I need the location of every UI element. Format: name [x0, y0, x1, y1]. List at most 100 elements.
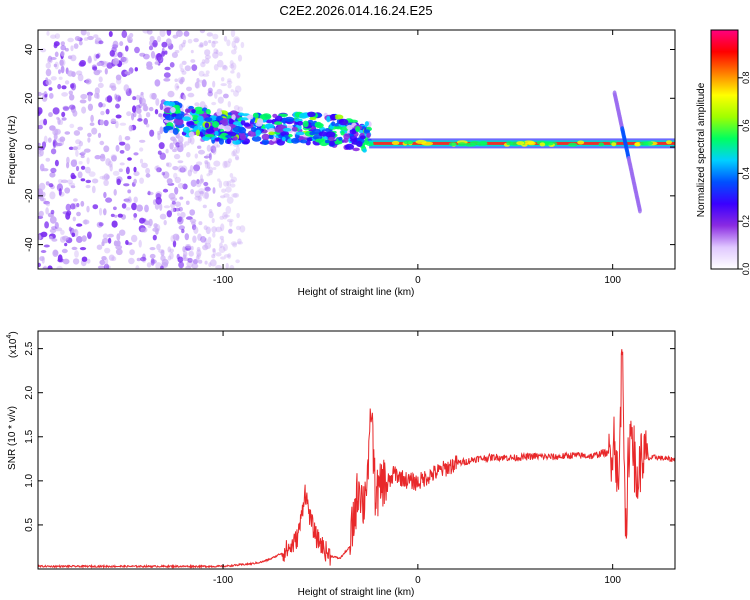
spectrogram-noise-blob — [225, 262, 229, 269]
spectrogram-noise-blob — [38, 142, 41, 147]
spectrogram-noise-blob — [70, 203, 76, 210]
spectrogram-noise-blob — [188, 250, 194, 257]
spectrogram-noise-blob — [156, 35, 162, 43]
spectrogram-noise-blob — [105, 174, 111, 180]
spectrogram-noise-blob — [179, 196, 184, 200]
spectrogram-noise-blob — [159, 152, 166, 160]
spectrogram-noise-blob — [237, 54, 243, 62]
spectrogram-trail-blob — [349, 139, 358, 143]
spectrogram-trail-blob — [265, 119, 274, 124]
spectrogram-noise-blob — [155, 262, 162, 269]
spectrogram-band-knot — [598, 142, 604, 147]
spectrogram-noise-blob — [56, 183, 64, 192]
spectrogram-band-knot — [666, 140, 672, 145]
spectrogram-trail-blob — [362, 148, 367, 153]
spectrogram-noise-blob — [61, 111, 66, 118]
spectrogram-noise-blob — [230, 70, 235, 74]
spectrogram-trail-blob — [204, 122, 210, 129]
spectrogram-noise-blob — [38, 147, 42, 155]
svg-text:(x104): (x104) — [6, 331, 19, 358]
spectrogram-noise-blob — [208, 89, 212, 96]
spectrogram-noise-blob — [226, 196, 234, 204]
spectrogram-noise-blob — [212, 167, 217, 170]
spectrogram-noise-blob — [163, 72, 171, 78]
spectrogram-noise-blob — [193, 169, 198, 174]
spectrogram-noise-blob — [114, 214, 118, 218]
spectrogram-noise-blob — [176, 85, 180, 89]
spectrogram-noise-blob — [211, 254, 216, 259]
spectrogram-noise-blob — [177, 216, 182, 223]
spectrogram-noise-blob — [127, 189, 132, 194]
spectrogram-noise-blob — [99, 259, 106, 266]
spectrogram-noise-blob — [80, 154, 85, 159]
spectrogram-noise-blob — [226, 218, 234, 223]
y-tick-label: 0 — [24, 144, 35, 150]
spectrogram-noise-blob — [48, 112, 53, 118]
spectrogram-noise-blob — [38, 262, 41, 268]
spectrogram-noise-blob — [56, 265, 63, 269]
spectrogram-noise-blob — [105, 197, 113, 203]
spectrogram-band-knot — [539, 142, 546, 147]
spectrogram-noise-blob — [161, 258, 169, 266]
spectrogram-trail-blob — [255, 129, 261, 136]
spectrogram-noise-blob — [54, 51, 59, 58]
spectrogram-noise-blob — [204, 160, 209, 165]
spectrogram-band-knot — [544, 141, 554, 146]
spectrogram-noise-blob — [70, 83, 75, 89]
spectrogram-noise-blob — [81, 256, 88, 262]
spectrogram-noise-blob — [204, 49, 211, 56]
spectrogram-trail-blob — [163, 125, 174, 131]
spectrogram-noise-blob — [47, 55, 53, 62]
spectrogram-noise-blob — [195, 81, 200, 89]
spectrogram-noise-blob — [115, 74, 122, 81]
spectrogram-noise-blob — [164, 50, 168, 55]
spectrogram-noise-blob — [82, 219, 90, 225]
spectrogram-noise-blob — [113, 206, 117, 211]
spectrogram-trail-blob — [255, 122, 263, 127]
spectrogram-noise-blob — [139, 147, 144, 152]
spectrogram-noise-blob — [170, 197, 178, 202]
snr-ticks: -100 0 100 0.5 1.0 1.5 2.0 2.5 — [24, 331, 675, 586]
spectrogram-noise-blob — [178, 206, 183, 212]
spectrogram-noise-blob — [194, 81, 201, 89]
spectrogram-band-knot — [415, 139, 427, 144]
spectrogram-noise-blob — [202, 244, 209, 251]
spectrogram-trail-blob — [215, 116, 224, 121]
spectrogram-noise-blob — [191, 263, 199, 269]
spectrogram-noise-blob — [60, 65, 65, 74]
spectrogram-noise-blob — [211, 226, 218, 233]
spectrogram-noise-blob — [187, 137, 192, 144]
snr-scale-label: (x104) — [6, 331, 19, 358]
spectrogram-trail-blob — [315, 138, 324, 143]
spectrogram-noise-blob — [44, 94, 48, 98]
spectrogram-noise-blob — [147, 190, 151, 196]
spectrogram-noise-blob — [39, 256, 45, 262]
spectrogram-noise-blob — [76, 211, 81, 217]
spectrogram-noise-blob — [43, 135, 48, 144]
spectrogram-trail-blob — [167, 101, 176, 107]
spectrogram-noise-blob — [40, 250, 47, 253]
spectrogram-noise-blob — [220, 238, 225, 243]
spectrogram-noise-blob — [206, 144, 212, 152]
spectrogram-noise-blob — [182, 183, 188, 190]
spectrogram-noise-blob — [191, 64, 198, 71]
spectrogram-trail-blob — [226, 137, 232, 145]
spectrogram-trail-blob — [228, 118, 235, 125]
spectrogram-noise-blob — [189, 218, 197, 223]
spectrogram-noise-blob — [60, 179, 68, 184]
snr-x-axis-label: Height of straight line (km) — [298, 587, 415, 598]
spectrogram-trail-blob — [272, 113, 278, 118]
spectrogram-noise-blob — [227, 101, 231, 108]
spectrogram-noise-blob — [109, 50, 116, 57]
spectrogram-noise-blob — [220, 256, 226, 260]
spectrogram-noise-blob — [212, 187, 216, 194]
spectrogram-sweep-blob — [637, 207, 642, 214]
spectrogram-noise-blob — [125, 207, 131, 211]
spectrogram-noise-blob — [206, 173, 211, 177]
spectrogram-noise-blob — [193, 164, 201, 172]
spectrogram-trail-blob — [171, 113, 177, 117]
spectrogram-noise-blob — [111, 44, 119, 49]
spectrogram-trail-blob — [182, 116, 192, 122]
spectrogram-noise-blob — [96, 244, 103, 250]
spectrogram-noise-blob — [108, 160, 113, 168]
